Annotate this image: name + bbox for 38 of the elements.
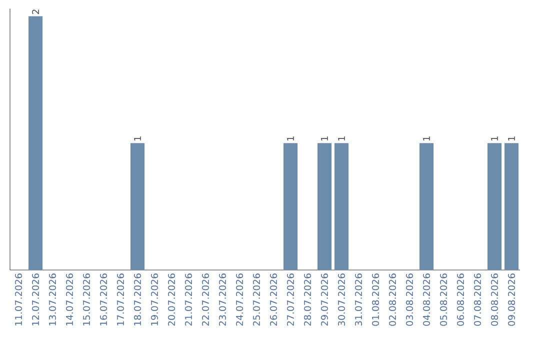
x-tick-label: 01.08.2026 (372, 274, 380, 326)
x-tick-label: 09.08.2026 (508, 274, 516, 326)
x-tick-label: 12.07.2026 (32, 274, 40, 326)
x-tick-label: 02.08.2026 (388, 274, 396, 326)
x-tick-label: 31.07.2026 (354, 274, 362, 326)
x-tick-label: 05.08.2026 (440, 274, 448, 326)
data-label: 1 (321, 136, 328, 141)
x-tick-label: 11.07.2026 (14, 274, 22, 326)
x-tick-label: 17.07.2026 (116, 274, 124, 326)
x-tick-label: 28.07.2026 (304, 274, 312, 326)
data-label: 1 (491, 136, 498, 141)
x-tick-label: 04.08.2026 (422, 274, 430, 326)
x-tick-label: 21.07.2026 (184, 274, 192, 326)
x-tick-label: 20.07.2026 (168, 274, 176, 326)
data-label: 1 (508, 136, 515, 141)
x-tick-label: 14.07.2026 (66, 274, 74, 326)
x-tick-label: 16.07.2026 (100, 274, 108, 326)
x-tick-label: 15.07.2026 (82, 274, 90, 326)
x-tick-label: 03.08.2026 (406, 274, 414, 326)
x-tick-label: 13.07.2026 (48, 274, 56, 326)
x-tick-label: 29.07.2026 (320, 274, 328, 326)
x-tick-label: 24.07.2026 (236, 274, 244, 326)
x-tick-label: 08.08.2026 (490, 274, 498, 326)
x-tick-label: 23.07.2026 (218, 274, 226, 326)
data-label: 1 (338, 136, 345, 141)
x-tick-label: 22.07.2026 (202, 274, 210, 326)
x-tick-label: 19.07.2026 (150, 274, 158, 326)
data-label: 1 (287, 136, 294, 141)
x-tick-label: 07.08.2026 (474, 274, 482, 326)
data-label: 2 (32, 10, 39, 14)
x-tick-label: 18.07.2026 (134, 274, 142, 326)
x-tick-label: 06.08.2026 (456, 274, 464, 326)
x-tick-label: 25.07.2026 (252, 274, 260, 326)
data-label: 1 (423, 136, 430, 141)
x-tick-label: 27.07.2026 (286, 274, 294, 326)
x-tick-label: 26.07.2026 (270, 274, 278, 326)
data-label: 1 (134, 136, 141, 141)
x-tick-label: 30.07.2026 (338, 274, 346, 326)
